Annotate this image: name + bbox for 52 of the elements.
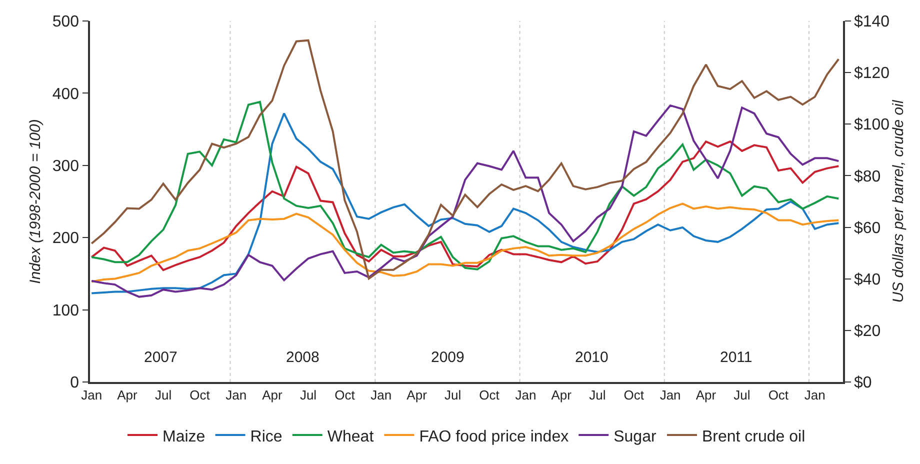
line-series: [90, 140, 840, 272]
x-tick-label: Jan: [804, 387, 826, 402]
annotation: 2011: [720, 349, 752, 366]
x-tick-label: Jul: [154, 387, 172, 402]
y2-tick-label: $0: [854, 374, 872, 392]
x-tick-label: Oct: [190, 387, 210, 402]
x-tick-label: Jul: [589, 387, 606, 402]
x-tick-label: Oct: [624, 387, 644, 402]
y-tick-label: 300: [52, 158, 80, 175]
x-tick-label: Jul: [300, 387, 317, 402]
x-tick-label: Jan: [370, 387, 392, 402]
x-tick-label: Jul: [444, 387, 462, 402]
x-tick-label: Apr: [551, 387, 572, 402]
y-tick-label: 100: [52, 302, 80, 320]
legend-label: Brent crude oil: [702, 428, 806, 446]
legend-label: FAO food price index: [419, 428, 569, 446]
x-tick-label: Jan: [81, 387, 102, 402]
legend-label: Sugar: [614, 428, 657, 446]
y2-tick-label: $120: [854, 65, 890, 82]
annotation: 2008: [286, 349, 320, 366]
x-tick-label: Jul: [734, 387, 750, 402]
y2-axis-title: US dollars per barrel, crude oil: [890, 100, 908, 303]
x-tick-label: Jan: [660, 387, 681, 402]
x-tick-label: Oct: [479, 387, 500, 402]
y2-tick-label: $20: [854, 323, 881, 340]
y-tick-label: 0: [70, 374, 80, 392]
line-series: [90, 39, 840, 280]
y-tick-label: 200: [52, 230, 80, 248]
y-tick-label: 400: [52, 86, 80, 103]
x-tick-label: Jan: [515, 387, 536, 402]
y2-tick-label: $140: [854, 14, 890, 31]
x-tick-label: Jan: [226, 387, 247, 402]
x-tick-label: Apr: [117, 387, 138, 402]
y2-tick-label: $60: [854, 220, 881, 237]
annotation: 2009: [431, 349, 464, 366]
line-series: [90, 202, 840, 283]
x-tick-label: Apr: [406, 387, 428, 402]
y-axis-title: Index (1998-2000 = 100): [27, 119, 44, 284]
y2-tick-label: $40: [854, 271, 881, 288]
legend-label: Rice: [250, 428, 282, 446]
x-tick-label: Apr: [262, 387, 283, 402]
x-tick-label: Apr: [696, 387, 717, 402]
line-series: [90, 100, 840, 270]
y2-tick-label: $100: [854, 116, 890, 134]
y2-tick-label: $80: [854, 168, 881, 186]
legend-label: Maize: [162, 428, 206, 446]
annotation: 2010: [575, 349, 608, 366]
x-tick-label: Oct: [768, 387, 789, 402]
y-tick-label: 500: [52, 14, 80, 31]
legend-label: Wheat: [327, 428, 374, 446]
annotation: 2007: [144, 349, 178, 366]
x-tick-label: Oct: [334, 387, 356, 402]
